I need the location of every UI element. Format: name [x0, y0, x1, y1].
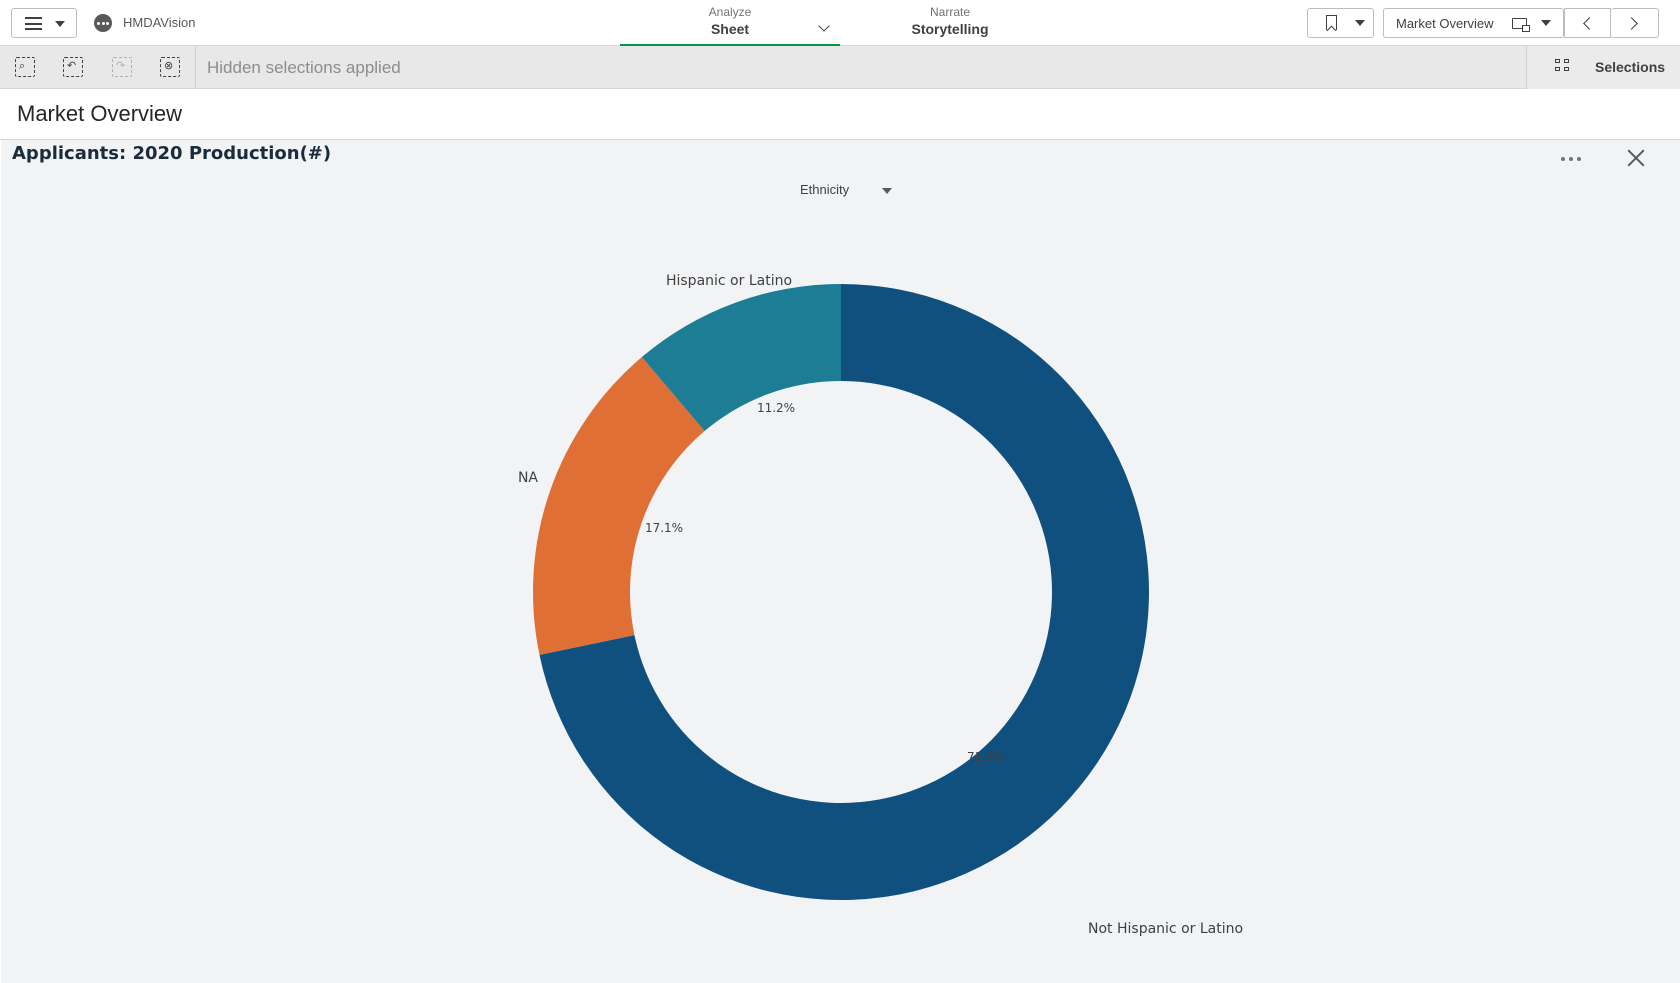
tab-narrate-label: Narrate [929, 5, 970, 19]
more-options-button[interactable] [1559, 152, 1587, 166]
caret-down-icon [882, 188, 892, 194]
smart-search-button[interactable]: ⌕ [15, 57, 35, 77]
chevron-left-icon [1583, 17, 1596, 30]
next-sheet-button[interactable] [1611, 8, 1659, 38]
clear-icon: ⊗ [164, 60, 174, 72]
hamburger-icon [25, 17, 42, 30]
dimension-label: Ethnicity [800, 182, 850, 197]
redo-icon: ↷ [116, 60, 126, 72]
slice-value-label: 11.2% [757, 401, 795, 415]
step-forward-button[interactable]: ↷ [112, 57, 132, 77]
slice-value-label: 71.8% [967, 750, 1005, 764]
selection-status: Hidden selections applied [207, 58, 401, 77]
step-back-button[interactable]: ↶ [63, 57, 83, 77]
donut-chart[interactable]: Not Hispanic or Latino 71.8% NA 17.1% Hispan… [1, 140, 1680, 983]
slice-label: NA [518, 470, 538, 486]
slice-label: Not Hispanic or Latino [1088, 921, 1243, 937]
app-name: HMDAVision [123, 15, 196, 30]
caret-down-icon [1541, 20, 1551, 26]
tab-analyze-sheet[interactable]: Analyze Sheet [620, 0, 840, 46]
search-icon: ⌕ [19, 60, 26, 72]
top-bar: HMDAVision Analyze Sheet Narrate Storyte… [0, 0, 1680, 46]
dimension-selector[interactable]: Ethnicity [800, 182, 892, 197]
bookmark-button[interactable] [1307, 8, 1374, 38]
chevron-right-icon [1625, 17, 1638, 30]
divider [195, 46, 196, 89]
tab-sheet-label: Sheet [710, 21, 750, 37]
device-icon [1512, 18, 1530, 32]
slice-value-label: 17.1% [645, 521, 683, 535]
caret-down-icon [55, 21, 65, 27]
app-icon [94, 14, 112, 32]
donut-slice[interactable] [539, 284, 1150, 900]
selections-panel-button[interactable]: Selections [1526, 46, 1680, 89]
clear-selections-button[interactable]: ⊗ [160, 57, 180, 77]
tab-analyze-label: Analyze [708, 5, 752, 19]
undo-icon: ↶ [67, 60, 77, 72]
chart-title: Applicants: 2020 Production(#) [12, 143, 332, 164]
bookmark-icon [1326, 15, 1337, 30]
tab-storytelling-label: Storytelling [911, 21, 989, 37]
more-icon [1561, 157, 1565, 161]
donut-slice[interactable] [533, 357, 705, 655]
sheet-title: Market Overview [17, 101, 183, 126]
grid-icon [1555, 59, 1573, 77]
slice-label: Hispanic or Latino [666, 273, 792, 289]
global-menu-button[interactable] [11, 8, 77, 38]
chart-panel: Applicants: 2020 Production(#) Ethnicity… [1, 140, 1680, 983]
caret-down-icon [1355, 20, 1365, 26]
donut-slice[interactable] [641, 284, 841, 432]
sheet-selector-label: Market Overview [1396, 16, 1494, 31]
selection-toolbar: ⌕ ↶ ↷ ⊗ Hidden selections applied Select… [0, 46, 1680, 89]
divider [0, 139, 1680, 140]
sheet-selector-button[interactable]: Market Overview [1383, 8, 1564, 38]
selections-label: Selections [1595, 59, 1666, 75]
previous-sheet-button[interactable] [1564, 8, 1611, 38]
tab-narrate-storytelling[interactable]: Narrate Storytelling [860, 0, 1040, 46]
